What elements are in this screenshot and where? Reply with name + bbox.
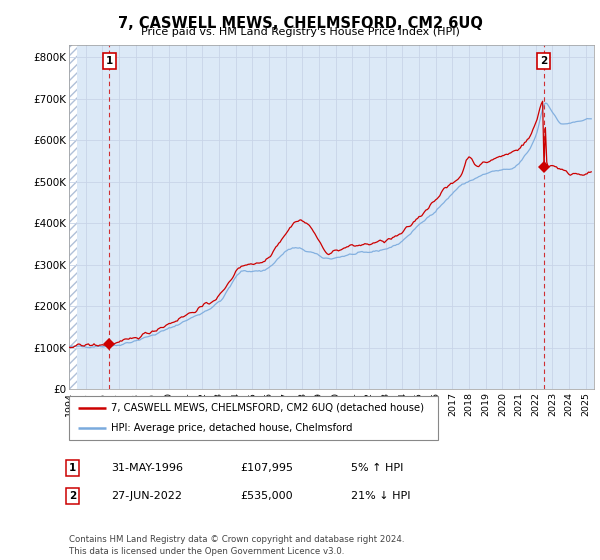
Text: £535,000: £535,000	[240, 491, 293, 501]
Text: 2: 2	[69, 491, 76, 501]
Text: Price paid vs. HM Land Registry's House Price Index (HPI): Price paid vs. HM Land Registry's House …	[140, 27, 460, 37]
Text: 27-JUN-2022: 27-JUN-2022	[111, 491, 182, 501]
Text: 21% ↓ HPI: 21% ↓ HPI	[351, 491, 410, 501]
Text: 5% ↑ HPI: 5% ↑ HPI	[351, 463, 403, 473]
Text: 7, CASWELL MEWS, CHELMSFORD, CM2 6UQ (detached house): 7, CASWELL MEWS, CHELMSFORD, CM2 6UQ (de…	[112, 403, 424, 413]
Text: 7, CASWELL MEWS, CHELMSFORD, CM2 6UQ: 7, CASWELL MEWS, CHELMSFORD, CM2 6UQ	[118, 16, 482, 31]
Text: 1: 1	[69, 463, 76, 473]
Text: 1: 1	[106, 57, 113, 67]
Text: £107,995: £107,995	[240, 463, 293, 473]
Text: 2: 2	[540, 57, 547, 67]
Text: HPI: Average price, detached house, Chelmsford: HPI: Average price, detached house, Chel…	[112, 423, 353, 433]
Text: Contains HM Land Registry data © Crown copyright and database right 2024.
This d: Contains HM Land Registry data © Crown c…	[69, 535, 404, 556]
FancyBboxPatch shape	[69, 396, 438, 440]
Text: 31-MAY-1996: 31-MAY-1996	[111, 463, 183, 473]
